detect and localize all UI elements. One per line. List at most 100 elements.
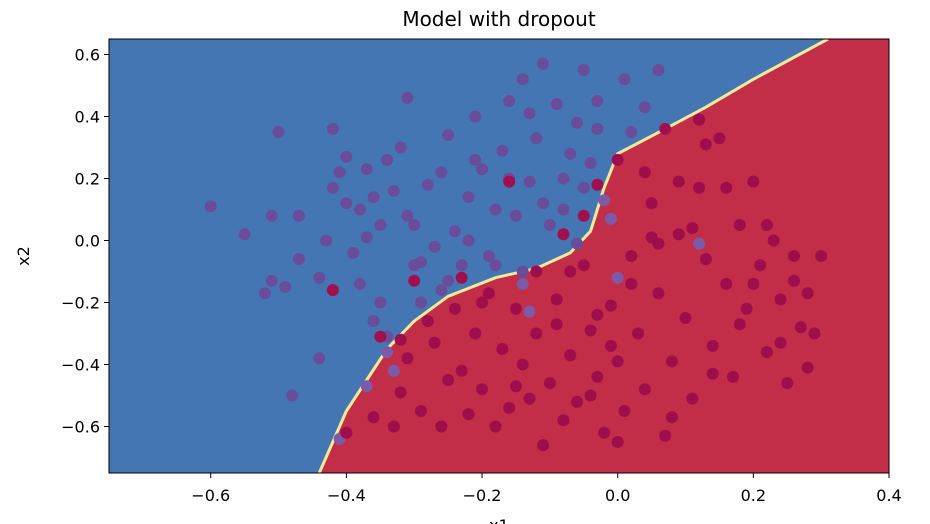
point-class1: [720, 181, 733, 194]
point-class0: [611, 271, 624, 284]
point-class1: [665, 411, 678, 424]
point-class0: [340, 197, 353, 210]
point-class0: [537, 57, 550, 70]
point-class1: [733, 219, 746, 231]
point-class1: [509, 302, 522, 315]
point-class0: [401, 209, 414, 222]
point-class0: [564, 147, 577, 160]
point-class0: [523, 175, 536, 188]
point-class0: [523, 305, 536, 318]
point-class1: [727, 370, 739, 383]
point-class1: [720, 277, 733, 290]
point-class1: [591, 370, 604, 383]
point-class1: [699, 138, 712, 151]
y-tick-label: −0.6: [61, 418, 100, 437]
point-class1: [571, 395, 583, 408]
point-class0: [469, 110, 482, 123]
point-class1: [530, 265, 543, 278]
point-class0: [347, 246, 360, 259]
point-class1: [476, 296, 489, 309]
point-class1: [401, 352, 414, 365]
point-class0: [435, 166, 448, 179]
point-class0: [286, 389, 299, 402]
point-class0: [394, 141, 407, 154]
point-class1: [645, 231, 658, 244]
point-class1: [564, 349, 577, 362]
point-class0: [381, 153, 394, 166]
point-class0: [415, 256, 427, 269]
point-class0: [265, 209, 278, 222]
point-class0: [618, 73, 631, 86]
point-class1: [455, 271, 468, 284]
point-class0: [259, 287, 271, 300]
region-class1: [319, 39, 889, 473]
point-class1: [326, 284, 339, 297]
point-class1: [706, 367, 719, 380]
point-class0: [353, 277, 366, 290]
point-class0: [238, 228, 251, 241]
point-class0: [462, 234, 475, 247]
plot-area: [109, 39, 889, 473]
point-class1: [442, 374, 455, 386]
point-class1: [686, 392, 699, 405]
point-class0: [496, 144, 509, 157]
point-class0: [279, 281, 292, 293]
point-class0: [591, 95, 604, 107]
point-class1: [584, 389, 597, 402]
x-axis-ticks: −0.6 −0.4 −0.2 0.0 0.2 0.4: [191, 473, 902, 505]
x-tick-label: 0.4: [876, 486, 901, 505]
chart-title: Model with dropout: [402, 7, 596, 31]
point-class0: [353, 203, 366, 216]
point-class1: [781, 377, 794, 390]
point-class1: [604, 299, 617, 312]
points-layer: [204, 57, 828, 452]
point-class1: [394, 386, 407, 399]
point-class1: [760, 219, 773, 231]
point-class0: [313, 271, 326, 284]
point-class0: [571, 116, 583, 129]
point-class0: [367, 191, 380, 204]
point-class0: [421, 178, 434, 191]
point-class0: [476, 163, 489, 176]
point-class0: [360, 163, 373, 176]
point-class1: [577, 259, 590, 272]
point-class1: [564, 265, 577, 278]
y-tick-label: 0.4: [75, 108, 100, 127]
point-class1: [801, 361, 814, 374]
point-class0: [557, 172, 570, 185]
point-class1: [557, 228, 570, 241]
point-class1: [455, 364, 468, 377]
y-tick-label: −0.4: [61, 356, 100, 375]
point-class1: [740, 302, 753, 315]
y-tick-label: −0.2: [61, 294, 100, 313]
point-class1: [469, 327, 482, 340]
y-tick-label: 0.6: [75, 46, 100, 65]
y-tick-label: 0.2: [75, 170, 100, 189]
point-class1: [503, 175, 516, 188]
point-class1: [591, 308, 604, 321]
point-class1: [489, 420, 502, 433]
point-class1: [550, 293, 563, 306]
point-class1: [496, 343, 509, 355]
point-class0: [292, 253, 305, 266]
point-class1: [482, 287, 495, 300]
point-class1: [387, 420, 400, 433]
y-tick-label: 0.0: [75, 232, 100, 251]
point-class1: [788, 250, 801, 262]
point-class1: [537, 439, 550, 452]
point-class1: [577, 209, 590, 222]
point-class1: [503, 401, 516, 414]
point-class1: [686, 222, 699, 235]
point-class1: [679, 312, 692, 324]
point-class1: [611, 153, 624, 166]
point-class0: [340, 150, 353, 163]
point-class0: [482, 250, 495, 262]
plot-frame: [108, 38, 890, 474]
point-class1: [659, 429, 672, 442]
point-class0: [326, 122, 339, 135]
point-class0: [442, 129, 455, 142]
x-axis-label: x1: [489, 516, 509, 524]
point-class0: [448, 225, 461, 238]
point-class1: [760, 346, 773, 359]
